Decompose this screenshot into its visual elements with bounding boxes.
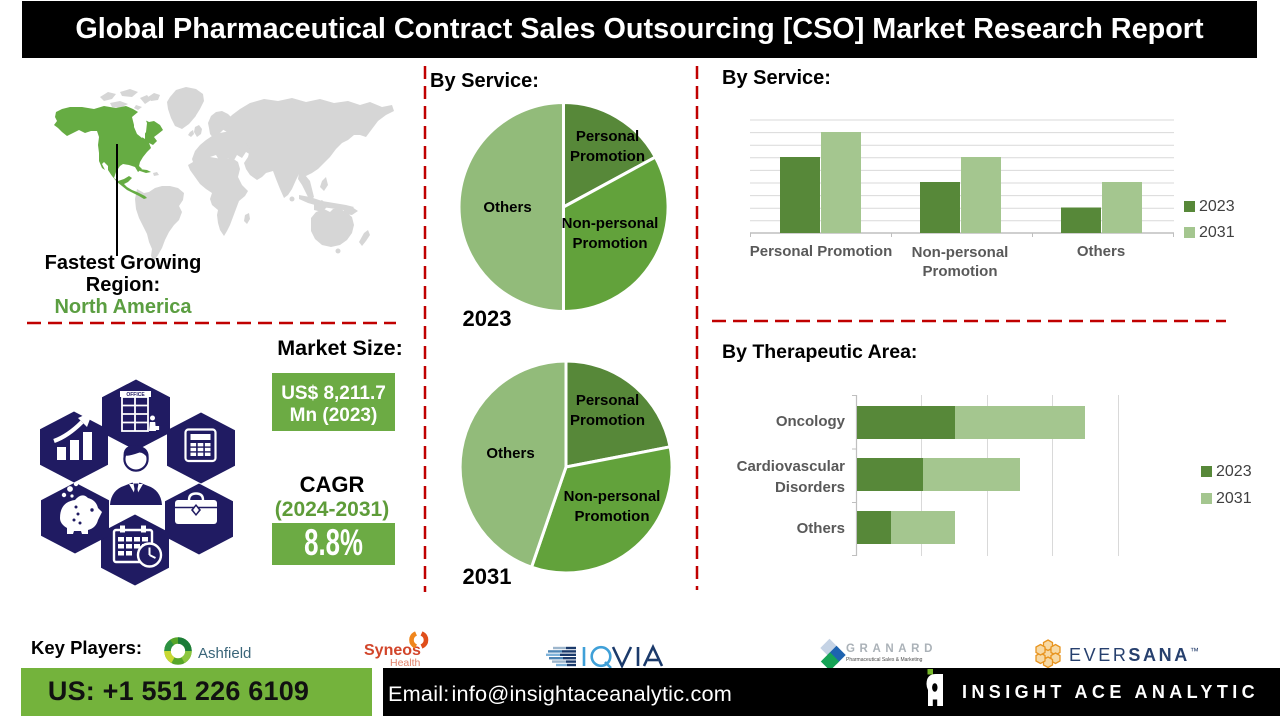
svg-text:OFFICE: OFFICE	[126, 392, 145, 398]
